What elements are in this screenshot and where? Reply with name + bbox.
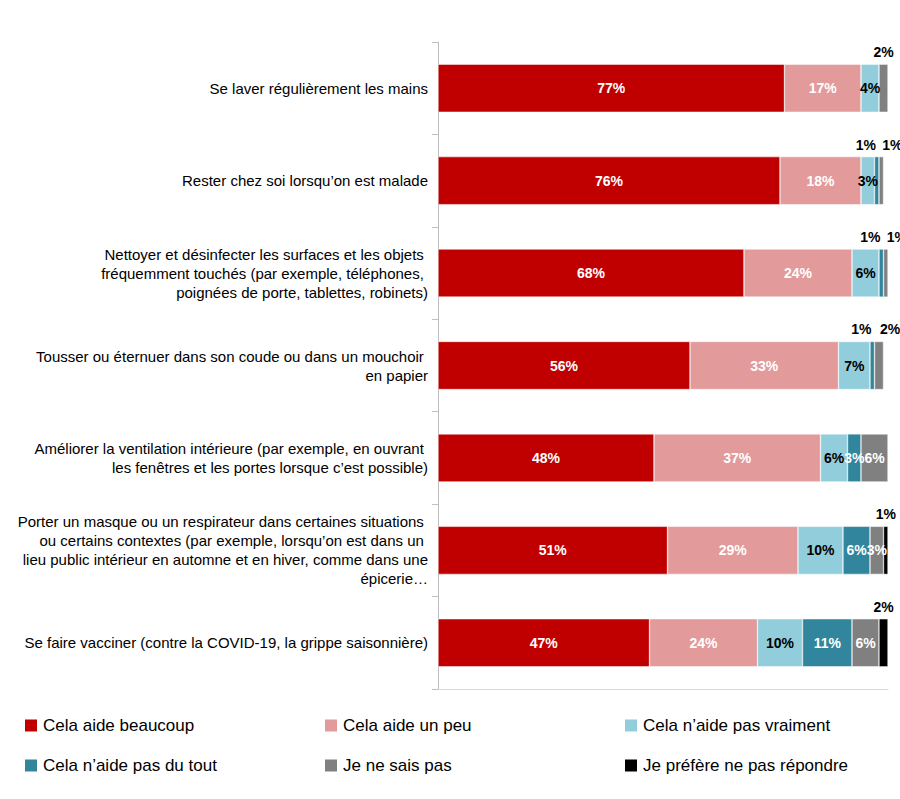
svg-text:10%: 10% xyxy=(766,635,795,651)
svg-text:76%: 76% xyxy=(595,173,624,189)
svg-text:48%: 48% xyxy=(532,450,561,466)
svg-text:2%: 2% xyxy=(873,599,894,615)
svg-text:24%: 24% xyxy=(689,635,718,651)
svg-text:Rester chez soi lorsqu’on est: Rester chez soi lorsqu’on est malade xyxy=(182,172,428,189)
svg-text:56%: 56% xyxy=(550,358,579,374)
svg-text:18%: 18% xyxy=(806,173,835,189)
svg-text:épicerie…: épicerie… xyxy=(356,570,428,587)
svg-text:en papier: en papier xyxy=(365,367,428,384)
svg-text:68%: 68% xyxy=(577,265,606,281)
svg-text:11%: 11% xyxy=(814,635,842,651)
svg-text:Je préfère ne pas répondre: Je préfère ne pas répondre xyxy=(643,756,848,775)
svg-text:6%: 6% xyxy=(864,450,885,466)
svg-text:47%: 47% xyxy=(530,635,559,651)
svg-text:77%: 77% xyxy=(597,80,626,96)
svg-text:37%: 37% xyxy=(723,450,752,466)
svg-text:Porter un masque ou un respira: Porter un masque ou un respirateur dans … xyxy=(18,513,428,530)
svg-text:Cela aide un peu: Cela aide un peu xyxy=(343,716,472,735)
svg-text:1%: 1% xyxy=(860,229,881,245)
svg-text:7%: 7% xyxy=(844,358,865,374)
svg-text:Cela n’aide pas du tout: Cela n’aide pas du tout xyxy=(43,756,217,775)
svg-text:Cela aide beaucoup: Cela aide beaucoup xyxy=(43,716,194,735)
svg-text:2%: 2% xyxy=(880,321,900,337)
svg-text:fréquemment touchés (par exemp: fréquemment touchés (par exemple, téléph… xyxy=(101,265,428,282)
svg-text:poignées de porte, tablettes,: poignées de porte, tablettes, robinets) xyxy=(176,284,428,301)
svg-text:1%: 1% xyxy=(876,506,897,522)
svg-text:3%: 3% xyxy=(858,173,879,189)
svg-text:Nettoyer et désinfecter les su: Nettoyer et désinfecter les surfaces et … xyxy=(105,246,429,263)
svg-text:24%: 24% xyxy=(784,265,813,281)
svg-text:29%: 29% xyxy=(719,542,748,558)
svg-text:Se laver régulièrement les mai: Se laver régulièrement les mains xyxy=(210,80,428,97)
svg-text:Je ne sais pas: Je ne sais pas xyxy=(343,756,452,775)
svg-text:3%: 3% xyxy=(867,542,888,558)
svg-text:1%: 1% xyxy=(851,321,872,337)
svg-text:les fenêtres et les portes lor: les fenêtres et les portes lorsque c’est… xyxy=(112,459,428,476)
svg-text:Se faire vacciner (contre la C: Se faire vacciner (contre la COVID-19, l… xyxy=(24,634,428,651)
svg-text:ou certains contextes (par exe: ou certains contextes (par exemple, lors… xyxy=(39,532,428,549)
svg-text:Améliorer la ventilation intér: Améliorer la ventilation intérieure (par… xyxy=(34,440,428,457)
svg-text:6%: 6% xyxy=(824,450,845,466)
svg-text:Tousser ou éternuer dans son c: Tousser ou éternuer dans son coude ou da… xyxy=(36,348,428,365)
svg-text:1%: 1% xyxy=(856,137,877,153)
svg-text:6%: 6% xyxy=(855,265,876,281)
svg-text:6%: 6% xyxy=(846,542,867,558)
svg-text:33%: 33% xyxy=(750,358,779,374)
svg-text:lieu public intérieur en autom: lieu public intérieur en automne et en h… xyxy=(23,551,428,568)
svg-text:1%: 1% xyxy=(887,229,900,245)
svg-text:3%: 3% xyxy=(844,450,865,466)
svg-text:10%: 10% xyxy=(806,542,835,558)
svg-text:6%: 6% xyxy=(855,635,876,651)
svg-text:1%: 1% xyxy=(882,137,900,153)
svg-text:Cela n’aide pas vraiment: Cela n’aide pas vraiment xyxy=(643,716,830,735)
svg-text:2%: 2% xyxy=(873,44,894,60)
svg-text:51%: 51% xyxy=(539,542,568,558)
svg-text:17%: 17% xyxy=(809,80,838,96)
svg-text:4%: 4% xyxy=(860,80,881,96)
